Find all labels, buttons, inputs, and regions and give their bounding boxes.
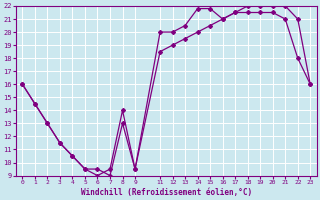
X-axis label: Windchill (Refroidissement éolien,°C): Windchill (Refroidissement éolien,°C) bbox=[81, 188, 252, 197]
